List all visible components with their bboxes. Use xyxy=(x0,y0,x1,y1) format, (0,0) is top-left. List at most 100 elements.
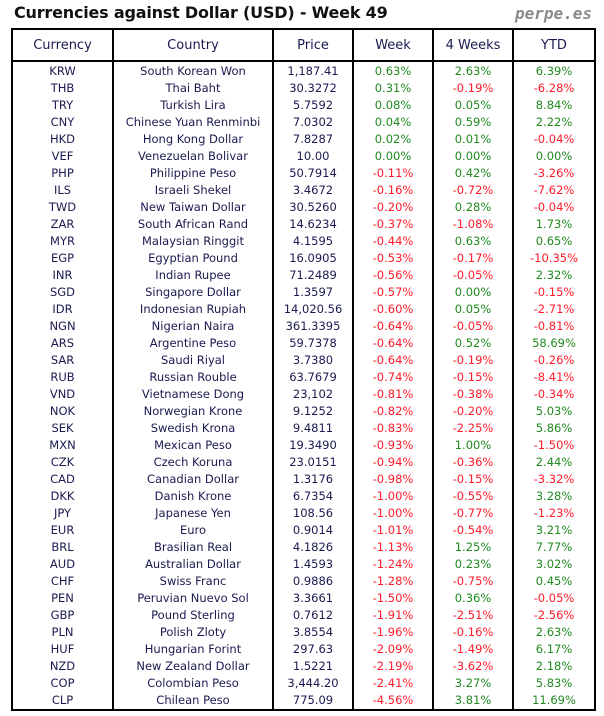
cell-ytd: -3.32% xyxy=(512,471,596,488)
cell-country: Colombian Peso xyxy=(112,675,274,692)
cell-4-weeks: -0.15% xyxy=(432,471,514,488)
cell-currency: IDR xyxy=(11,301,114,318)
cell-4-weeks: 0.59% xyxy=(432,114,514,131)
cell-price: 5.7592 xyxy=(272,97,354,114)
cell-4-weeks: -0.17% xyxy=(432,250,514,267)
cell-week: -0.94% xyxy=(352,454,434,471)
cell-4-weeks: 0.00% xyxy=(432,148,514,165)
cell-4-weeks: 1.25% xyxy=(432,539,514,556)
cell-currency: HKD xyxy=(11,131,114,148)
cell-ytd: 6.17% xyxy=(512,641,596,658)
cell-4-weeks: -0.55% xyxy=(432,488,514,505)
table-row: CNY Chinese Yuan Renminbi 7.0302 0.04% 0.59%… xyxy=(11,114,596,131)
cell-price: 0.9886 xyxy=(272,573,354,590)
table-row: COP Colombian Peso 3,444.20 -2.41% 3.27% 5.83… xyxy=(11,675,596,692)
table-row: TRY Turkish Lira 5.7592 0.08% 0.05% 8.84% xyxy=(11,97,596,114)
table-row: BRL Brasilian Real 4.1826 -1.13% 1.25% 7.77% xyxy=(11,539,596,556)
cell-ytd: -0.81% xyxy=(512,318,596,335)
cell-4-weeks: -1.49% xyxy=(432,641,514,658)
cell-price: 14.6234 xyxy=(272,216,354,233)
table-row: IDR Indonesian Rupiah 14,020.56 -0.60% 0.05%… xyxy=(11,301,596,318)
cell-week: 0.04% xyxy=(352,114,434,131)
cell-price: 1.4593 xyxy=(272,556,354,573)
cell-country: Czech Koruna xyxy=(112,454,274,471)
cell-price: 1,187.41 xyxy=(272,61,354,80)
cell-ytd: 2.32% xyxy=(512,267,596,284)
cell-week: -1.28% xyxy=(352,573,434,590)
cell-week: -0.82% xyxy=(352,403,434,420)
cell-ytd: -6.28% xyxy=(512,80,596,97)
cell-ytd: 3.28% xyxy=(512,488,596,505)
table-row: SAR Saudi Riyal 3.7380 -0.64% -0.19% -0.26% xyxy=(11,352,596,369)
cell-4-weeks: 0.00% xyxy=(432,284,514,301)
cell-week: -0.60% xyxy=(352,301,434,318)
cell-currency: PHP xyxy=(11,165,114,182)
table-row: MXN Mexican Peso 19.3490 -0.93% 1.00% -1.50% xyxy=(11,437,596,454)
cell-4-weeks: 2.63% xyxy=(432,61,514,80)
cell-price: 3.4672 xyxy=(272,182,354,199)
cell-ytd: 3.02% xyxy=(512,556,596,573)
cell-ytd: -0.26% xyxy=(512,352,596,369)
cell-week: 0.31% xyxy=(352,80,434,97)
cell-week: -0.56% xyxy=(352,267,434,284)
cell-week: 0.00% xyxy=(352,148,434,165)
cell-ytd: -8.41% xyxy=(512,369,596,386)
cell-week: 0.63% xyxy=(352,61,434,80)
cell-country: Canadian Dollar xyxy=(112,471,274,488)
cell-currency: AUD xyxy=(11,556,114,573)
cell-currency: COP xyxy=(11,675,114,692)
cell-currency: PLN xyxy=(11,624,114,641)
cell-currency: NOK xyxy=(11,403,114,420)
table-row: AUD Australian Dollar 1.4593 -1.24% 0.23% 3.0… xyxy=(11,556,596,573)
cell-currency: THB xyxy=(11,80,114,97)
cell-price: 3.7380 xyxy=(272,352,354,369)
cell-country: Australian Dollar xyxy=(112,556,274,573)
cell-country: Swiss Franc xyxy=(112,573,274,590)
cell-price: 0.7612 xyxy=(272,607,354,624)
table-row: NZD New Zealand Dollar 1.5221 -2.19% -3.62% 2… xyxy=(11,658,596,675)
cell-currency: CAD xyxy=(11,471,114,488)
cell-4-weeks: 0.05% xyxy=(432,301,514,318)
cell-price: 108.56 xyxy=(272,505,354,522)
cell-4-weeks: 0.28% xyxy=(432,199,514,216)
cell-currency: VND xyxy=(11,386,114,403)
cell-4-weeks: 1.00% xyxy=(432,437,514,454)
cell-ytd: 0.00% xyxy=(512,148,596,165)
cell-country: Egyptian Pound xyxy=(112,250,274,267)
cell-week: -0.64% xyxy=(352,352,434,369)
cell-price: 3,444.20 xyxy=(272,675,354,692)
cell-ytd: 2.18% xyxy=(512,658,596,675)
table-row: TWD New Taiwan Dollar 30.5260 -0.20% 0.28% -0… xyxy=(11,199,596,216)
cell-4-weeks: -0.05% xyxy=(432,318,514,335)
cell-week: -1.13% xyxy=(352,539,434,556)
cell-week: -1.50% xyxy=(352,590,434,607)
cell-4-weeks: -2.25% xyxy=(432,420,514,437)
cell-currency: ZAR xyxy=(11,216,114,233)
cell-country: Indonesian Rupiah xyxy=(112,301,274,318)
cell-price: 59.7378 xyxy=(272,335,354,352)
cell-ytd: -1.23% xyxy=(512,505,596,522)
header-price: Price xyxy=(272,28,354,62)
cell-week: 0.02% xyxy=(352,131,434,148)
table-row: MYR Malaysian Ringgit 4.1595 -0.44% 0.63% 0.6… xyxy=(11,233,596,250)
cell-price: 3.3661 xyxy=(272,590,354,607)
cell-ytd: 2.44% xyxy=(512,454,596,471)
cell-price: 4.1826 xyxy=(272,539,354,556)
cell-currency: NZD xyxy=(11,658,114,675)
cell-country: Danish Krone xyxy=(112,488,274,505)
currency-table: Currency Country Price Week 4 Weeks YTD … xyxy=(11,28,596,711)
cell-week: -1.01% xyxy=(352,522,434,539)
cell-week: -0.16% xyxy=(352,182,434,199)
cell-ytd: 58.69% xyxy=(512,335,596,352)
cell-week: -2.19% xyxy=(352,658,434,675)
table-row: RUB Russian Rouble 63.7679 -0.74% -0.15% -8.4… xyxy=(11,369,596,386)
cell-currency: TRY xyxy=(11,97,114,114)
cell-currency: EUR xyxy=(11,522,114,539)
cell-price: 23,102 xyxy=(272,386,354,403)
header-country: Country xyxy=(112,28,274,62)
cell-country: Singapore Dollar xyxy=(112,284,274,301)
cell-currency: SGD xyxy=(11,284,114,301)
cell-4-weeks: 0.52% xyxy=(432,335,514,352)
table-row: EUR Euro 0.9014 -1.01% -0.54% 3.21% xyxy=(11,522,596,539)
cell-ytd: 11.69% xyxy=(512,692,596,710)
